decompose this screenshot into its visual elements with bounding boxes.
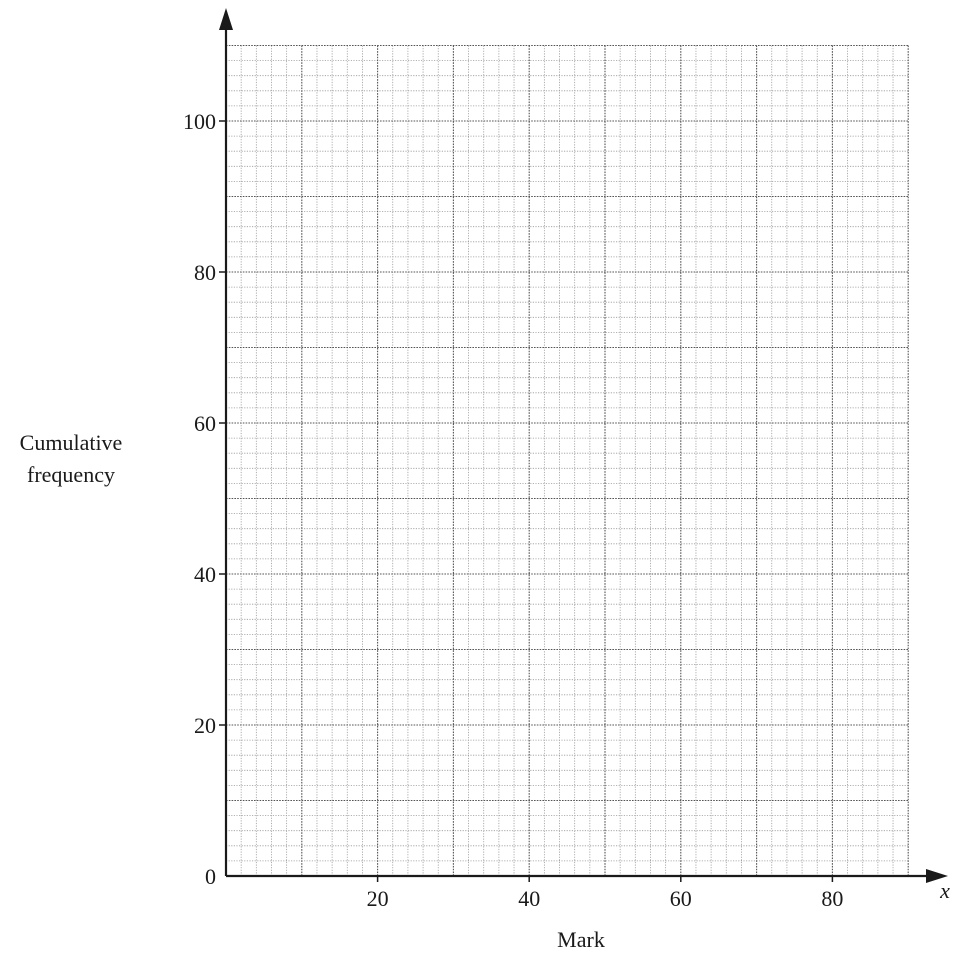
y-axis-title-line-2: frequency: [27, 462, 115, 487]
y-axis-title-line-1: Cumulative: [20, 430, 123, 455]
y-tick-label: 80: [194, 260, 216, 285]
ticks: 20 40 60 80 0 20 40 60 80 100: [183, 109, 843, 911]
y-axis-arrow: [219, 8, 233, 30]
x-tick-label: 40: [518, 886, 540, 911]
grid-minor: [226, 45, 909, 876]
labels: Mark x Cumulative frequency: [20, 430, 950, 952]
x-axis-variable: x: [939, 878, 950, 903]
x-axis-arrow: [926, 869, 948, 883]
x-axis-title: Mark: [557, 927, 605, 952]
grid-major: [226, 44, 909, 876]
y-tick-label: 0: [205, 864, 216, 889]
y-tick-label: 60: [194, 411, 216, 436]
x-tick-label: 80: [821, 886, 843, 911]
axes: [219, 8, 948, 883]
x-tick-label: 60: [670, 886, 692, 911]
x-tick-label: 20: [367, 886, 389, 911]
y-tick-label: 100: [183, 109, 216, 134]
y-tick-label: 40: [194, 562, 216, 587]
y-tick-label: 20: [194, 713, 216, 738]
